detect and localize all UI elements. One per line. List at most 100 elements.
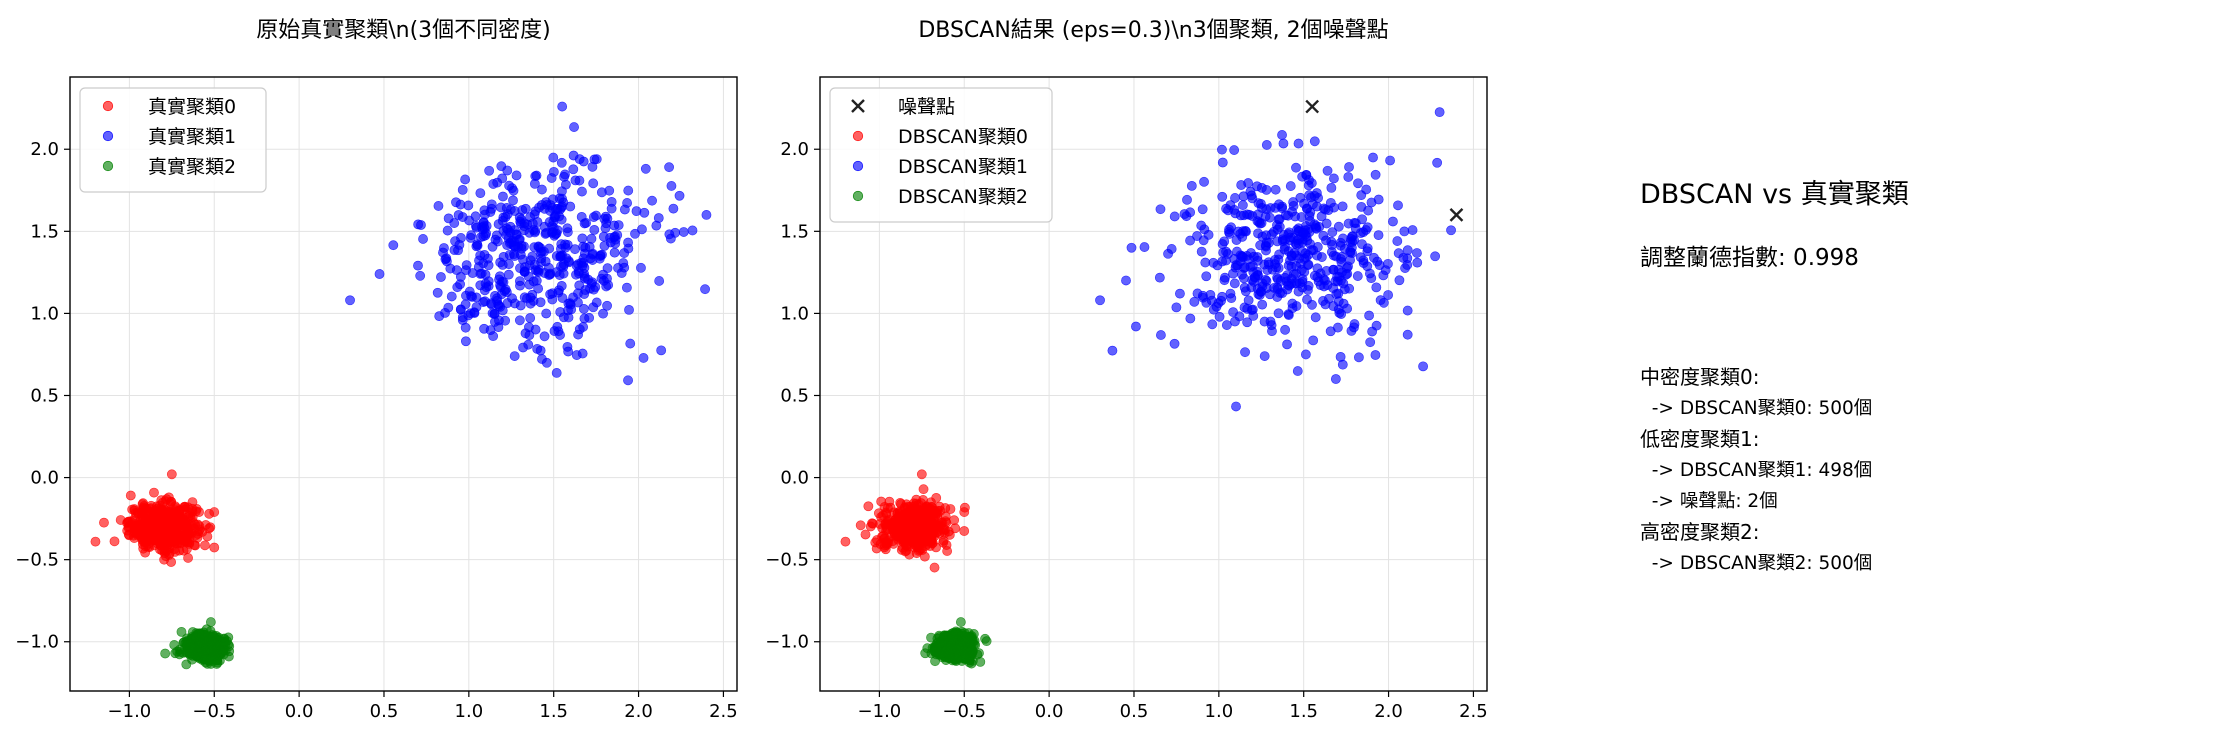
y-tick-label: 2.0 <box>780 139 809 160</box>
data-point <box>525 212 535 223</box>
ari-score: 調整蘭德指數: 0.998 <box>1640 245 1859 271</box>
data-point <box>1292 366 1303 376</box>
data-point <box>623 185 634 196</box>
data-point <box>640 163 651 174</box>
data-point <box>138 498 149 509</box>
data-point <box>1369 252 1379 263</box>
data-point <box>1217 291 1228 302</box>
y-tick-label: 0.5 <box>780 385 809 406</box>
data-point <box>140 547 151 558</box>
data-point <box>1344 283 1355 294</box>
data-point <box>179 502 190 513</box>
data-point <box>900 546 911 557</box>
y-tick-label: 1.5 <box>780 221 809 242</box>
data-point <box>1283 309 1294 320</box>
data-point <box>964 657 975 668</box>
data-point <box>415 270 426 281</box>
comparison-heading: DBSCAN vs 真實聚類 <box>1640 179 1909 210</box>
data-point <box>1235 210 1246 221</box>
data-point <box>1231 260 1241 270</box>
data-point <box>511 170 522 181</box>
data-point <box>687 225 698 236</box>
data-point <box>1238 191 1249 202</box>
data-point <box>624 304 634 315</box>
data-point <box>178 514 189 525</box>
data-point <box>1203 229 1214 240</box>
data-point <box>1364 310 1375 321</box>
x-tick-label: 2.5 <box>1459 701 1488 722</box>
data-point <box>1200 257 1211 268</box>
data-point <box>1345 247 1356 258</box>
data-point <box>1197 204 1208 215</box>
data-point <box>1402 305 1413 316</box>
data-point <box>436 272 446 282</box>
data-point <box>1378 270 1389 281</box>
data-point <box>1171 302 1182 313</box>
x-tick-label: 0.5 <box>1120 701 1149 722</box>
y-tick-label: 1.0 <box>780 303 809 324</box>
data-point <box>1261 276 1272 286</box>
data-point <box>1267 264 1278 275</box>
data-point <box>472 240 483 251</box>
data-point <box>166 469 177 480</box>
data-point <box>1155 204 1166 215</box>
data-point <box>1344 162 1354 172</box>
data-point <box>1434 107 1445 118</box>
data-point <box>1196 246 1207 257</box>
data-point <box>1368 152 1378 163</box>
data-point <box>122 517 133 527</box>
data-point <box>938 524 949 535</box>
data-point <box>172 538 183 549</box>
breakdown-line: 中密度聚類0: <box>1640 365 1760 389</box>
data-point <box>109 536 120 547</box>
data-point <box>918 484 929 495</box>
data-point <box>972 649 983 660</box>
data-point <box>701 210 712 220</box>
data-point <box>1361 184 1372 195</box>
data-point <box>507 183 517 194</box>
data-point <box>935 505 946 516</box>
data-point <box>433 201 444 211</box>
data-point <box>569 122 579 132</box>
data-point <box>200 520 211 530</box>
data-point <box>949 515 960 526</box>
data-point <box>955 617 966 627</box>
data-point <box>905 522 916 533</box>
data-point <box>1291 301 1302 311</box>
data-point <box>1217 157 1228 168</box>
data-points <box>90 101 712 670</box>
data-point <box>1330 374 1341 384</box>
data-point <box>1322 165 1333 176</box>
x-tick-label: −1.0 <box>858 701 902 722</box>
data-point <box>981 636 992 647</box>
data-point <box>496 161 507 172</box>
data-point <box>1175 288 1185 299</box>
data-point <box>1272 236 1283 247</box>
data-point <box>1121 275 1131 286</box>
data-point <box>1273 308 1284 319</box>
data-point <box>1407 225 1418 235</box>
data-point <box>1388 216 1398 227</box>
data-point <box>1349 322 1359 333</box>
data-point <box>151 529 161 540</box>
data-point <box>466 230 477 241</box>
data-point <box>651 220 662 231</box>
noise-point <box>1305 99 1320 114</box>
data-point <box>1231 401 1241 412</box>
legend-label: DBSCAN聚類0 <box>898 126 1028 148</box>
data-point <box>1293 138 1304 149</box>
data-point <box>913 521 924 531</box>
data-point <box>460 336 471 347</box>
data-point <box>1228 268 1238 279</box>
data-point <box>574 154 585 165</box>
chart-title-right: DBSCAN結果 (eps=0.3)\n3個聚類, 2個噪聲點 <box>918 18 1389 43</box>
data-point <box>1169 338 1180 349</box>
y-tick-label: −1.0 <box>765 632 809 653</box>
legend: 噪聲點 DBSCAN聚類0 DBSCAN聚類1 DBSCAN聚類2 <box>829 87 1053 223</box>
data-point <box>860 529 871 540</box>
data-point <box>1370 350 1381 360</box>
data-point <box>1446 225 1456 236</box>
data-point <box>1277 130 1287 140</box>
data-point <box>1300 349 1311 360</box>
data-point <box>1189 296 1200 307</box>
